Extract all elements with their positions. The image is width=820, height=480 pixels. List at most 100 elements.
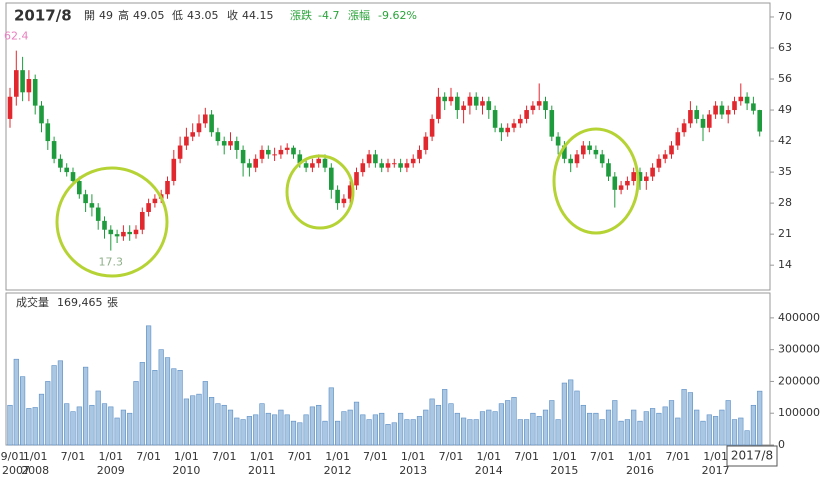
candle-body — [234, 141, 240, 150]
candle-body — [543, 101, 548, 111]
candle-body — [410, 158, 416, 164]
volume-bar — [442, 389, 448, 446]
x-tick-label: 1/01 — [250, 450, 275, 463]
candle-body — [14, 70, 19, 97]
candle-body — [45, 123, 51, 142]
candle-body — [253, 158, 258, 168]
candle-body — [108, 229, 114, 235]
volume-bar — [108, 406, 114, 446]
candle-body — [203, 114, 208, 124]
volume-bar — [668, 400, 675, 446]
candle-body — [114, 234, 120, 237]
min-label: 17.3 — [99, 256, 124, 269]
candle-body — [568, 158, 573, 164]
candle-body — [228, 141, 233, 146]
volume-bar — [127, 412, 133, 446]
candle-body — [177, 145, 183, 159]
x-tick-label: 7/01 — [287, 450, 312, 463]
candle-body — [259, 149, 265, 159]
volume-bar — [385, 424, 391, 446]
close-label: 收 — [227, 8, 238, 22]
volume-bar — [209, 397, 215, 446]
y-tick-label: 0 — [778, 438, 785, 451]
candle-body — [102, 220, 107, 230]
marks: 14 21 28 35 42 49 56 63 70 62.4 17.3 0 100000 200000 3… — [1, 10, 820, 477]
candle-body — [694, 110, 699, 119]
candle-body — [675, 132, 681, 146]
highlight-circle — [285, 154, 355, 230]
volume-bar — [605, 409, 612, 446]
x-year-label: 2011 — [248, 464, 276, 477]
volume-bar — [120, 409, 126, 446]
volume-bar — [353, 401, 360, 446]
candle-body — [221, 141, 227, 146]
volume-bar — [341, 411, 347, 446]
x-tick-label: 1/01 — [552, 450, 577, 463]
candle-body — [278, 149, 284, 155]
candle-body — [171, 158, 177, 181]
volume-bar — [360, 414, 366, 446]
candle-body — [455, 96, 460, 111]
low-value: 43.05 — [187, 9, 219, 22]
x-tick-label: 7/01 — [514, 450, 539, 463]
candle-body — [209, 114, 214, 133]
volume-bar — [215, 403, 221, 446]
volume-bar — [7, 404, 13, 446]
x-year-label: 2009 — [97, 464, 125, 477]
volume-bar — [725, 400, 731, 446]
candle-body — [499, 127, 504, 133]
volume-bar — [410, 419, 416, 446]
volume-bar — [599, 419, 605, 446]
volume-bar — [700, 420, 706, 446]
candle-body — [196, 123, 202, 133]
volume-bar — [624, 419, 630, 446]
volume-bar — [246, 416, 253, 446]
candle-body — [656, 158, 662, 168]
x-year-label: 2008 — [21, 464, 49, 477]
volume-bar — [435, 404, 442, 446]
y-tick-label: 200000 — [778, 374, 820, 387]
x-tick-label: 1/01 — [476, 450, 501, 463]
volume-bar — [177, 370, 183, 446]
candle-body — [732, 101, 737, 111]
candle-body — [707, 114, 712, 128]
candle-body — [448, 96, 454, 102]
date-box-frame — [726, 445, 778, 467]
candle-body — [618, 185, 624, 190]
volume-bar — [574, 390, 580, 446]
volume-panel — [5, 292, 771, 446]
candle-body — [751, 103, 756, 111]
volume-bar — [271, 414, 278, 446]
date-title: 2017/8 — [14, 7, 72, 25]
candle-body — [347, 185, 353, 199]
volume-bar — [454, 412, 460, 446]
candle-body — [423, 136, 429, 150]
candle-body — [354, 172, 359, 186]
candle-body — [297, 154, 303, 164]
volume-bar — [322, 420, 328, 446]
candle-body — [64, 167, 69, 173]
volume-bar — [164, 357, 171, 446]
volume-bar — [240, 419, 246, 446]
volume-bar — [101, 403, 108, 446]
x-tick-label: 1/01 — [703, 450, 728, 463]
change-pct-label: 漲幅 — [348, 9, 370, 22]
candle-body — [247, 163, 252, 168]
candle-body — [631, 172, 636, 181]
volume-bar — [76, 406, 82, 446]
volume-bar — [372, 414, 379, 446]
candle-body — [738, 96, 744, 102]
volume-bar — [303, 414, 309, 446]
volume-bar — [328, 387, 334, 446]
volume-bar — [498, 403, 505, 446]
candle-body — [744, 96, 750, 104]
volume-bar — [687, 392, 693, 446]
volume-bar — [593, 412, 599, 446]
volume-title: 成交量 — [16, 295, 49, 309]
x-tick-label: 1/01 — [628, 450, 653, 463]
volume-bar — [83, 366, 89, 446]
volume-bar — [26, 408, 32, 446]
volume-bar — [675, 417, 681, 446]
volume-bar — [618, 420, 624, 446]
x-tick-label: 7/01 — [590, 450, 615, 463]
